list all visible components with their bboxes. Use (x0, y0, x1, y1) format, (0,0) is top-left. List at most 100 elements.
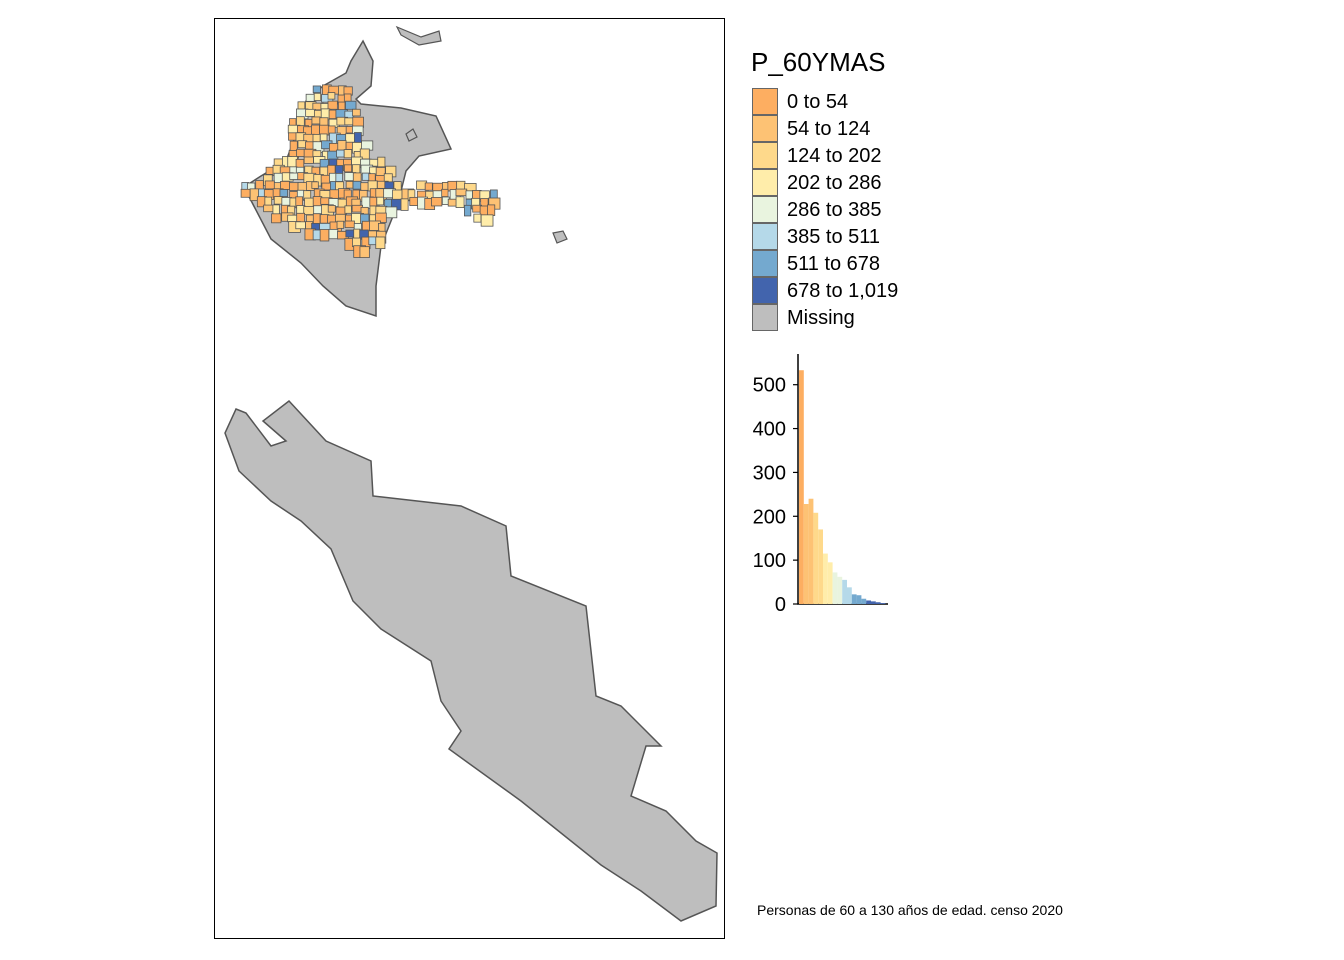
urban-tract[interactable] (311, 181, 319, 189)
urban-tract[interactable] (337, 140, 347, 151)
urban-tract[interactable] (303, 156, 314, 164)
legend-label: Missing (787, 307, 855, 329)
urban-tract[interactable] (327, 205, 336, 213)
urban-tract[interactable] (431, 197, 443, 207)
urban-tract[interactable] (369, 196, 378, 207)
legend-swatch (752, 142, 778, 169)
legend-swatch (752, 223, 778, 250)
urban-tract[interactable] (240, 188, 251, 198)
urban-tract[interactable] (336, 149, 345, 158)
urban-tract[interactable] (264, 180, 275, 190)
urban-tract[interactable] (352, 108, 361, 117)
histogram-bar (808, 498, 814, 604)
urban-tract[interactable] (328, 228, 339, 240)
urban-tract[interactable] (344, 220, 355, 229)
urban-tract[interactable] (287, 214, 299, 223)
island-3[interactable] (405, 128, 418, 142)
legend-label: 286 to 385 (787, 199, 882, 221)
legend-swatch (752, 304, 778, 331)
histogram-tick-label: 300 (753, 462, 786, 484)
legend-label: 511 to 678 (787, 253, 881, 275)
legend-label: 678 to 1,019 (787, 280, 899, 302)
histogram-bar (803, 504, 809, 604)
histogram-bar (861, 598, 867, 604)
histogram-bar (880, 603, 886, 604)
urban-tract[interactable] (279, 189, 289, 197)
legend-label: 385 to 511 (787, 226, 881, 248)
urban-tract[interactable] (345, 181, 354, 189)
urban-tract[interactable] (455, 196, 465, 208)
urban-tract[interactable] (385, 206, 398, 219)
urban-tract[interactable] (312, 85, 321, 94)
urban-tract[interactable] (487, 204, 496, 216)
urban-tract[interactable] (400, 198, 409, 211)
urban-tract[interactable] (343, 164, 353, 173)
urban-tract[interactable] (327, 92, 336, 100)
urban-tract[interactable] (345, 100, 357, 110)
urban-tract[interactable] (375, 236, 386, 250)
urban-tract[interactable] (319, 229, 330, 242)
histogram-bar (847, 587, 852, 604)
urban-tract[interactable] (313, 205, 323, 215)
histogram-bar (813, 512, 819, 604)
histogram-bar (842, 579, 847, 604)
histogram-bar (871, 601, 876, 604)
urban-tract[interactable] (359, 246, 370, 258)
map-frame (214, 18, 725, 939)
urban-tract[interactable] (441, 188, 449, 198)
map[interactable] (214, 18, 725, 939)
histogram-bar (837, 576, 843, 604)
region-south[interactable] (224, 399, 718, 922)
urban-tract[interactable] (305, 108, 316, 117)
urban-tract[interactable] (327, 100, 338, 110)
urban-tract[interactable] (424, 182, 433, 191)
urban-tract[interactable] (336, 220, 345, 229)
urban-tract[interactable] (335, 213, 346, 223)
legend-swatch (752, 250, 778, 277)
urban-tract[interactable] (319, 133, 328, 142)
urban-tract[interactable] (311, 116, 321, 125)
legend-swatch (752, 115, 778, 142)
histogram-bar (832, 572, 838, 604)
histogram-bar (818, 529, 823, 604)
legend-swatch (752, 196, 778, 223)
urban-tract[interactable] (455, 188, 468, 197)
urban-tract[interactable] (409, 196, 419, 206)
urban-tract[interactable] (273, 196, 283, 205)
legend-swatch (752, 169, 778, 196)
legend-swatch (752, 88, 778, 115)
urban-tract[interactable] (296, 116, 305, 127)
legend-title: P_60YMAS (751, 47, 886, 77)
island-1[interactable] (395, 25, 442, 46)
histogram-tick-label: 100 (753, 550, 786, 572)
urban-tract[interactable] (271, 213, 282, 224)
urban-tract[interactable] (295, 221, 306, 230)
urban-tract[interactable] (354, 132, 362, 143)
urban-tract[interactable] (313, 92, 322, 101)
histogram-bar (799, 370, 804, 604)
legend-label: 54 to 124 (787, 118, 871, 140)
urban-tracts[interactable] (240, 84, 501, 258)
urban-tract[interactable] (344, 205, 352, 214)
urban-tract[interactable] (319, 124, 330, 136)
island-2[interactable] (552, 230, 568, 244)
urban-tract[interactable] (352, 180, 362, 190)
urban-tract[interactable] (465, 190, 474, 200)
urban-tract[interactable] (375, 212, 387, 223)
histogram-bar (851, 594, 857, 604)
urban-tract[interactable] (376, 196, 384, 206)
urban-tract[interactable] (343, 149, 353, 159)
urban-tract[interactable] (368, 173, 376, 182)
urban-tract[interactable] (479, 190, 490, 200)
legend-label: 202 to 286 (787, 172, 882, 194)
urban-tract[interactable] (377, 156, 386, 168)
urban-tract[interactable] (280, 181, 291, 190)
urban-tract[interactable] (473, 213, 482, 223)
urban-tract[interactable] (456, 180, 466, 191)
histogram-bar (856, 595, 862, 604)
legend-label: 124 to 202 (787, 145, 882, 167)
urban-tract[interactable] (464, 204, 472, 217)
urban-tract[interactable] (289, 182, 299, 191)
urban-tract[interactable] (480, 214, 494, 227)
urban-tract[interactable] (329, 189, 340, 199)
